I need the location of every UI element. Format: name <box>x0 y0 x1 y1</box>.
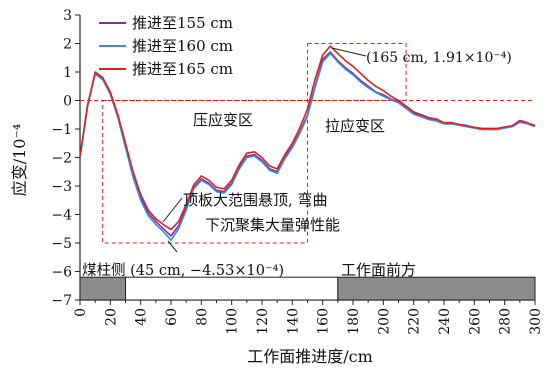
valley-annotation: 煤柱侧 (45 cm, −4.53×10⁻⁴) <box>82 262 284 279</box>
y-tick-label-−3: −3 <box>51 179 72 195</box>
x-tick-label-300: 300 <box>528 308 544 335</box>
peak-annotation: (165 cm, 1.91×10⁻⁴) <box>366 50 512 66</box>
x-tick-label-260: 260 <box>467 308 483 335</box>
y-tick-label-−5: −5 <box>51 236 72 252</box>
x-tick-label-140: 140 <box>285 308 301 335</box>
legend: 推进至155 cm 推进至160 cm 推进至165 cm <box>99 14 233 78</box>
y-tick-label-−2: −2 <box>51 151 72 167</box>
x-tick-label-20: 20 <box>103 308 119 326</box>
x-axis-title: 工作面推进度/cm <box>247 347 373 366</box>
y-tick-label-−1: −1 <box>51 122 72 138</box>
bar-segment-2 <box>125 276 339 301</box>
legend-label-160: 推进至160 cm <box>132 37 233 55</box>
coal-pillar-bar <box>79 276 536 301</box>
tension-zone-label: 拉应变区 <box>325 117 385 135</box>
y-tick-label-2: 2 <box>63 37 72 53</box>
y-axis-title: 应变/10⁻⁴ <box>10 124 29 197</box>
series-line-3 <box>79 45 536 231</box>
compression-zone-label: 压应变区 <box>193 111 253 129</box>
peak-leader-line <box>331 47 367 57</box>
x-tick-label-180: 180 <box>346 308 362 335</box>
x-tick-label-100: 100 <box>225 308 241 335</box>
roof-leader-line <box>162 197 183 223</box>
legend-label-155: 推进至155 cm <box>132 14 233 32</box>
roof-annotation-line1: 顶板大范围悬顶, 弯曲 <box>183 191 328 209</box>
work-face-front-label: 工作面前方 <box>341 261 416 279</box>
legend-label-165: 推进至165 cm <box>132 60 233 78</box>
series-lines <box>79 45 536 241</box>
x-tick-label-200: 200 <box>376 308 392 335</box>
x-tick-label-280: 280 <box>498 308 514 335</box>
y-tick-label-0: 0 <box>63 94 72 110</box>
y-tick-label-−7: −7 <box>51 293 72 309</box>
valley-leader-line <box>167 240 178 253</box>
compression-zone-box <box>102 100 308 244</box>
x-tick-label-160: 160 <box>316 308 332 335</box>
highlight-boxes <box>80 43 535 244</box>
x-tick-label-220: 220 <box>407 308 423 335</box>
series-line-2 <box>79 52 536 241</box>
y-tick-label-3: 3 <box>63 8 72 24</box>
y-tick-label-1: 1 <box>63 65 72 81</box>
x-tick-label-120: 120 <box>255 308 271 335</box>
y-tick-label-−6: −6 <box>51 265 72 281</box>
roof-annotation-line2: 下沉聚集大量弹性能 <box>205 216 340 234</box>
bar-segment-3 <box>337 276 536 301</box>
y-tick-label-−4: −4 <box>51 208 72 224</box>
x-tick-label-0: 0 <box>73 308 89 317</box>
x-tick-label-240: 240 <box>437 308 453 335</box>
x-tick-label-40: 40 <box>134 308 150 326</box>
x-tick-label-80: 80 <box>194 308 210 326</box>
x-tick-label-60: 60 <box>164 308 180 326</box>
bar-segment-1 <box>79 276 126 301</box>
